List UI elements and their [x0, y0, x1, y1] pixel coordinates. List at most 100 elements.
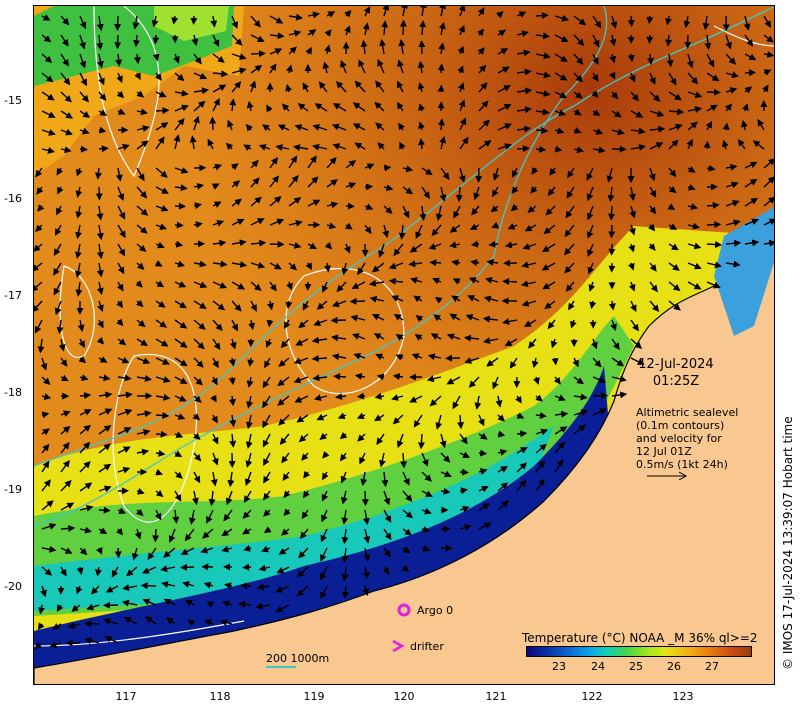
velocity-arrow [530, 186, 538, 194]
velocity-arrow [79, 547, 88, 556]
velocity-arrow [60, 357, 68, 367]
velocity-arrow [531, 167, 539, 175]
velocity-arrow [96, 281, 104, 296]
velocity-arrow [288, 30, 302, 37]
y-tick-label: -16 [4, 192, 22, 205]
velocity-arrow [627, 15, 635, 28]
velocity-arrow [155, 122, 169, 131]
velocity-arrow [592, 128, 604, 135]
y-tick-label: -18 [4, 386, 22, 399]
map-frame[interactable] [33, 5, 775, 685]
velocity-arrow [402, 471, 410, 486]
velocity-arrow [117, 186, 125, 202]
velocity-arrow [98, 425, 112, 435]
velocity-arrow [117, 243, 126, 257]
velocity-arrow [375, 122, 385, 131]
velocity-arrow [383, 547, 391, 558]
velocity-arrow [123, 616, 138, 625]
velocity-arrow [34, 243, 43, 252]
velocity-arrow [60, 146, 72, 154]
velocity-arrow [345, 222, 353, 230]
velocity-arrow [53, 243, 62, 256]
velocity-arrow [117, 446, 131, 454]
velocity-arrow [763, 34, 774, 43]
velocity-arrow [418, 103, 426, 112]
velocity-arrow [354, 372, 366, 380]
velocity-arrow [649, 186, 657, 198]
velocity-arrow [326, 222, 337, 230]
velocity-arrow [321, 471, 329, 481]
velocity-arrow [376, 433, 385, 446]
velocity-arrow [98, 91, 107, 101]
x-tick-label: 118 [209, 690, 231, 703]
velocity-arrow [408, 260, 423, 268]
velocity-arrow [478, 414, 485, 427]
velocity-arrow [354, 80, 366, 93]
velocity-arrow [211, 452, 219, 466]
velocity-arrow [203, 581, 214, 589]
velocity-arrow [174, 260, 186, 268]
velocity-arrow [668, 262, 680, 271]
velocity-arrow [231, 53, 247, 60]
date-text: 12-Jul-2024 [638, 357, 714, 372]
velocity-arrow [174, 431, 184, 438]
velocity-arrow [250, 261, 266, 269]
velocity-arrow [358, 59, 366, 74]
velocity-arrow [706, 201, 720, 209]
sst-map[interactable] [34, 6, 775, 685]
velocity-arrow [507, 223, 518, 230]
velocity-arrow [212, 163, 223, 171]
velocity-arrow [371, 262, 385, 273]
velocity-arrow [193, 100, 206, 112]
velocity-arrow [686, 53, 694, 69]
velocity-arrow [262, 414, 271, 429]
velocity-arrow [155, 319, 168, 328]
velocity-arrow [706, 241, 723, 249]
velocity-arrow [725, 163, 738, 171]
velocity-arrow [192, 413, 201, 421]
velocity-arrow [421, 167, 433, 176]
velocity-arrow [649, 125, 666, 133]
velocity-arrow [377, 142, 385, 150]
velocity-arrow [591, 338, 598, 350]
velocity-arrow [103, 618, 119, 625]
velocity-arrow [326, 11, 336, 18]
velocity-arrow [606, 167, 614, 183]
velocity-arrow [41, 443, 50, 454]
velocity-arrow [349, 297, 366, 305]
velocity-arrow [725, 219, 741, 227]
velocity-arrow [471, 205, 480, 216]
velocity-arrow [402, 509, 413, 519]
velocity-arrow [288, 13, 304, 21]
velocity-arrow [322, 61, 330, 74]
velocity-arrow [312, 374, 328, 382]
velocity-arrow [402, 186, 414, 195]
bathymetry-label: 200 1000m [266, 652, 330, 665]
velocity-arrow [551, 357, 559, 366]
velocity-arrow [476, 28, 485, 37]
velocity-arrow [486, 357, 499, 367]
velocity-arrow [245, 452, 253, 468]
velocity-arrow [116, 281, 124, 292]
velocity-arrow [592, 15, 602, 29]
velocity-arrow [440, 470, 452, 478]
velocity-arrow [332, 143, 347, 150]
velocity-arrow [520, 280, 537, 288]
velocity-arrow [705, 120, 713, 131]
velocity-arrow [392, 414, 404, 425]
velocity-arrow [174, 395, 187, 402]
velocity-arrow [459, 117, 467, 131]
velocity-arrow [56, 604, 64, 612]
velocity-arrow [97, 300, 104, 313]
velocity-arrow [36, 186, 44, 195]
velocity-arrow [191, 490, 199, 506]
velocity-arrow [630, 338, 643, 350]
velocity-arrow [262, 124, 271, 132]
velocity-arrow [573, 376, 584, 385]
velocity-arrow [391, 394, 404, 401]
velocity-arrow [171, 15, 179, 25]
velocity-arrow [630, 144, 647, 151]
velocity-arrow [231, 198, 243, 207]
velocity-arrow [302, 82, 310, 93]
velocity-arrow [628, 262, 635, 271]
